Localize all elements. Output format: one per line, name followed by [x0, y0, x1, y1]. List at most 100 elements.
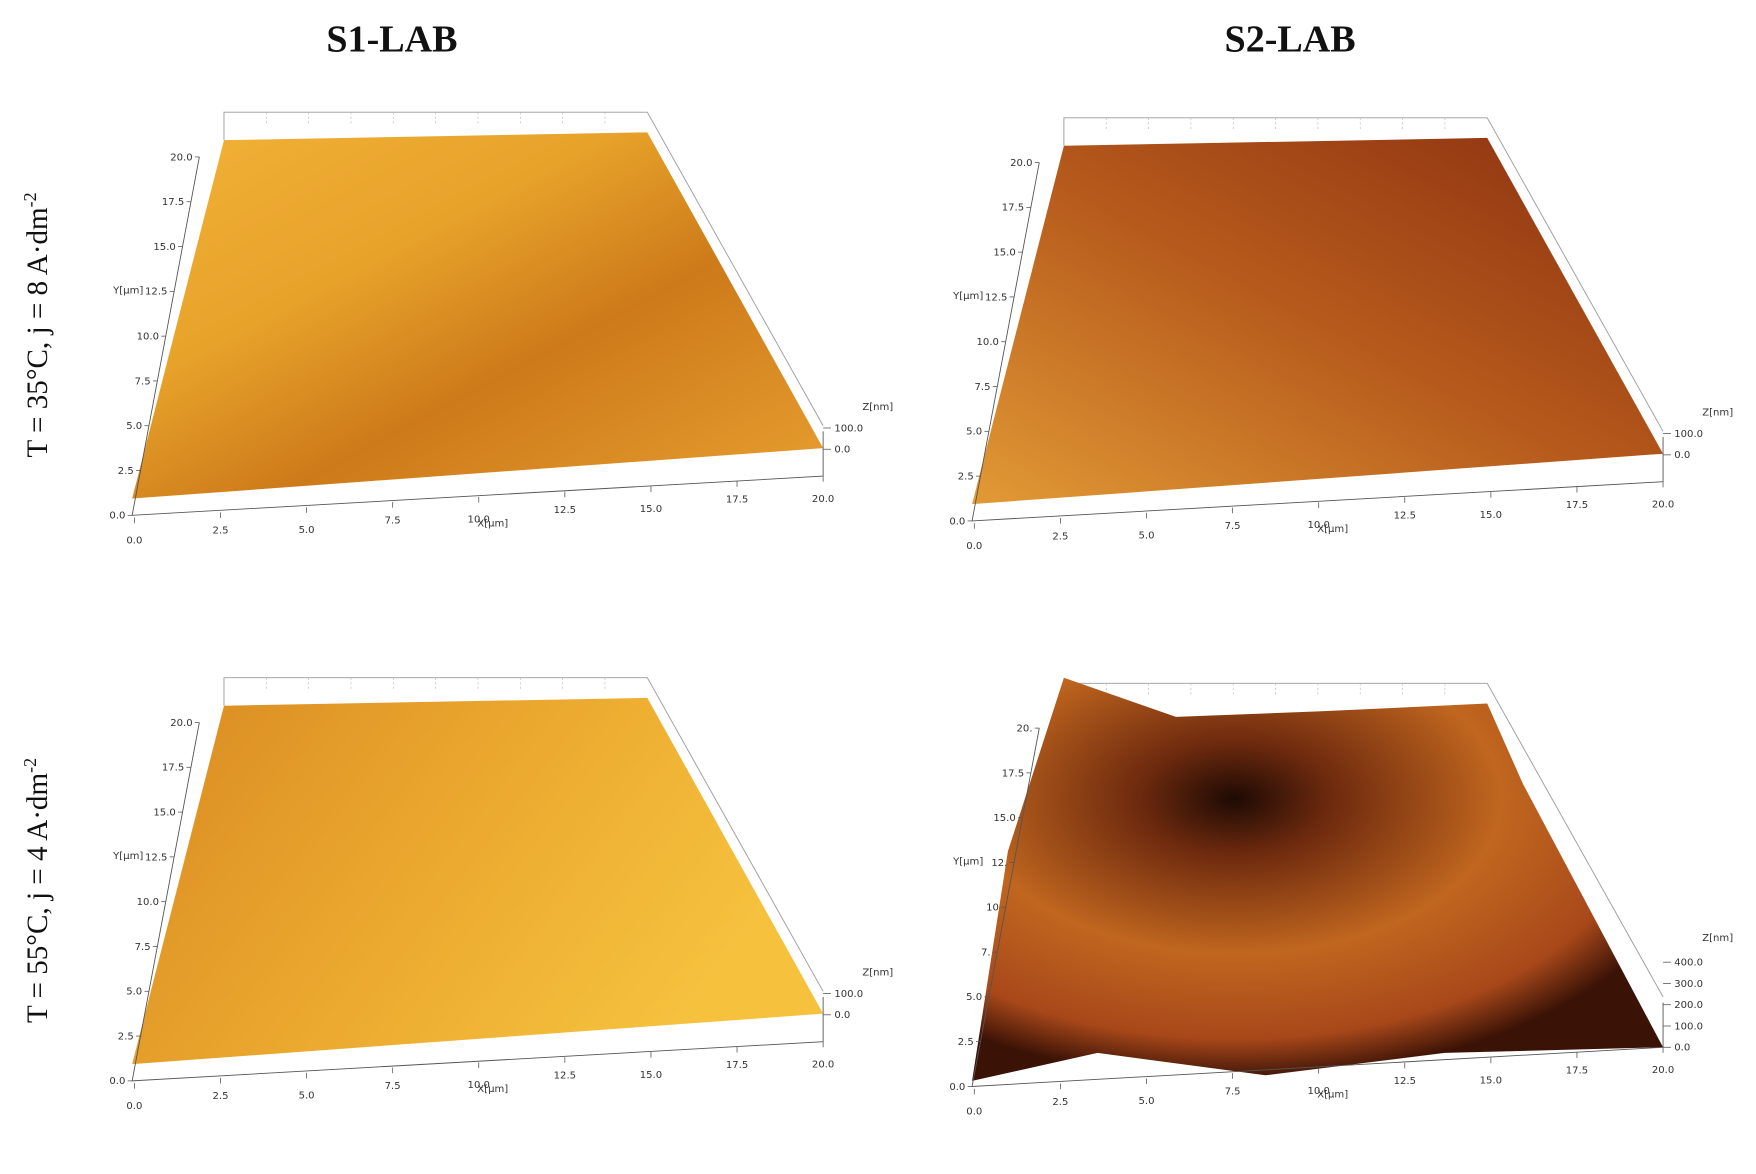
y-tick-label: 5.0 [126, 987, 142, 998]
y-tick-label: 17.5 [162, 197, 184, 208]
y-axis-label: Y[µm] [952, 857, 983, 868]
z-tick-label: 100.0 [1674, 1021, 1703, 1032]
row-label-text: T = 35°C, j = 8 A·dm [22, 207, 54, 458]
x-tick-label: 7.5 [1225, 1086, 1241, 1097]
y-tick-label: 0.0 [109, 1076, 125, 1087]
z-tick-label: 200.0 [1674, 1000, 1703, 1011]
afm-surface [132, 132, 824, 499]
row-label: T = 55°C, j = 4 A·dm-2 [20, 758, 54, 1023]
row-label-text: T = 55°C, j = 4 A·dm [22, 773, 54, 1024]
y-axis-label: Y[µm] [112, 286, 143, 297]
x-tick-label: 15.0 [1480, 510, 1502, 521]
x-axis-label: X[µm] [1317, 1090, 1348, 1101]
x-tick-label: 0.0 [966, 541, 982, 552]
x-tick-label: 7.5 [385, 1081, 401, 1092]
x-tick-label: 12.5 [554, 505, 576, 516]
z-tick-label: 0.0 [834, 1010, 850, 1021]
y-tick-label: 5.0 [966, 992, 982, 1003]
x-tick-label: 0.0 [966, 1106, 982, 1117]
z-tick-label: 400.0 [1674, 958, 1703, 969]
z-axis-label: Z[nm] [862, 968, 893, 979]
z-axis-label: Z[nm] [1702, 933, 1733, 944]
y-tick-label: 7.5 [135, 376, 151, 387]
column-title: S1-LAB [326, 19, 457, 61]
z-tick-label: 300.0 [1674, 979, 1703, 990]
y-tick-label: 12. [991, 858, 1007, 869]
x-tick-label: 2.5 [1052, 531, 1068, 542]
z-tick-label: 100.0 [834, 423, 863, 434]
y-tick-label: 10 [986, 903, 999, 914]
z-tick-label: 0.0 [834, 445, 850, 456]
y-tick-label: 10.0 [137, 332, 159, 343]
y-tick-label: 15.0 [153, 242, 175, 253]
x-tick-label: 12.5 [1394, 511, 1416, 522]
x-tick-label: 17.5 [1566, 500, 1588, 511]
x-tick-label: 5.0 [1138, 531, 1154, 542]
row-label-exponent: -2 [20, 758, 40, 773]
y-tick-label: 7.5 [975, 382, 991, 393]
y-tick-label: 10.0 [977, 337, 999, 348]
x-tick-label: 10.0 [468, 515, 490, 526]
y-tick-label: 20.0 [1010, 158, 1032, 169]
x-tick-label: 17.5 [726, 1060, 748, 1071]
x-tick-label: 10.0 [1307, 520, 1329, 531]
y-tick-label: 0.0 [949, 516, 965, 527]
x-axis-label: X[µm] [477, 519, 508, 530]
x-tick-label: 10.0 [468, 1080, 490, 1091]
x-tick-label: 12.5 [1394, 1076, 1416, 1087]
y-tick-label: 5.0 [966, 427, 982, 438]
row-label-exponent: -2 [20, 192, 40, 207]
x-axis-label: X[µm] [477, 1084, 508, 1095]
y-tick-label: 15.0 [993, 813, 1015, 824]
x-tick-label: 20.0 [812, 1059, 834, 1070]
y-axis-label: Y[µm] [112, 851, 143, 862]
y-tick-label: 15.0 [993, 248, 1015, 259]
y-tick-label: 2.5 [118, 1031, 134, 1042]
y-tick-label: 7. [981, 947, 991, 958]
x-tick-label: 7.5 [1225, 521, 1241, 532]
y-axis-label: Y[µm] [952, 291, 983, 302]
z-tick-label: 100.0 [834, 989, 863, 1000]
afm-surface [972, 137, 1664, 505]
afm-surface [972, 677, 1664, 1081]
y-tick-label: 2.5 [118, 466, 134, 477]
x-tick-label: 12.5 [554, 1070, 576, 1081]
y-tick-label: 17.5 [162, 763, 184, 774]
x-tick-label: 0.0 [126, 535, 142, 546]
x-tick-label: 7.5 [385, 515, 401, 526]
z-tick-label: 100.0 [1674, 429, 1703, 440]
x-tick-label: 15.0 [640, 1070, 662, 1081]
x-tick-label: 20.0 [1652, 499, 1674, 510]
x-tick-label: 0.0 [126, 1101, 142, 1112]
y-tick-label: 2.5 [958, 471, 974, 482]
x-tick-label: 20.0 [1652, 1065, 1674, 1076]
y-tick-label: 17.5 [1002, 203, 1024, 214]
x-tick-label: 2.5 [1052, 1097, 1068, 1108]
x-tick-label: 17.5 [1566, 1066, 1588, 1077]
x-tick-label: 5.0 [299, 525, 315, 536]
y-tick-label: 0.0 [109, 511, 125, 522]
x-tick-label: 10.0 [1307, 1086, 1329, 1097]
row-label: T = 35°C, j = 8 A·dm-2 [20, 192, 54, 457]
y-tick-label: 7.5 [135, 942, 151, 953]
y-tick-label: 12.5 [145, 287, 167, 298]
y-tick-label: 15.0 [153, 807, 175, 818]
y-tick-label: 12.5 [985, 292, 1007, 303]
x-tick-label: 5.0 [299, 1091, 315, 1102]
z-axis-label: Z[nm] [862, 402, 893, 413]
y-tick-label: 20.0 [170, 152, 192, 163]
x-tick-label: 15.0 [640, 504, 662, 515]
y-tick-label: 12.5 [145, 852, 167, 863]
x-tick-label: 20.0 [812, 494, 834, 505]
y-tick-label: 0.0 [949, 1082, 965, 1093]
y-tick-label: 20.0 [170, 718, 192, 729]
z-tick-label: 0.0 [1674, 450, 1690, 461]
column-title: S2-LAB [1225, 19, 1356, 61]
x-axis-label: X[µm] [1317, 524, 1348, 535]
y-tick-label: 20. [1017, 723, 1033, 734]
y-tick-label: 2.5 [958, 1037, 974, 1048]
y-tick-label: 17.5 [1002, 768, 1024, 779]
y-tick-label: 10.0 [137, 897, 159, 908]
